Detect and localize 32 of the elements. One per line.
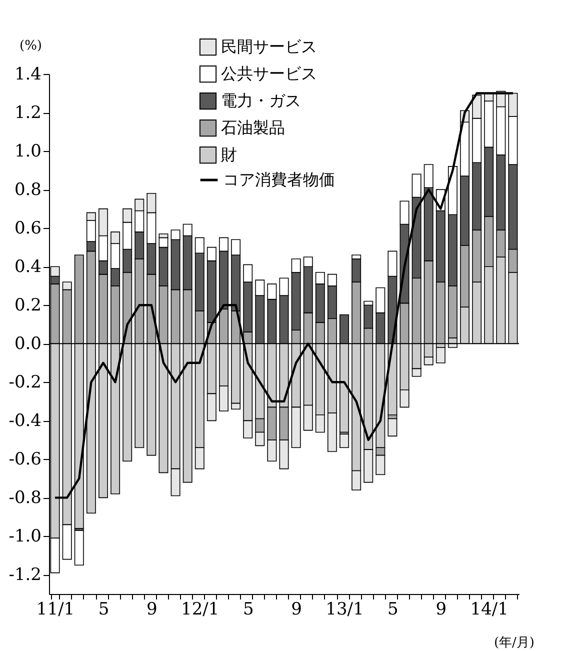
legend-label: 電力・ガス [221, 91, 301, 110]
legend-label: 石油製品 [221, 118, 285, 137]
x-axis-title: (年/月) [494, 636, 534, 650]
x-tick-label: 9 [436, 600, 447, 620]
x-tick-label: 13/1 [326, 600, 364, 620]
x-tick-label: 5 [242, 600, 254, 620]
y-axis-title: (%) [20, 38, 42, 54]
y-tick-label: 1.4 [14, 64, 42, 84]
y-tick-label: -0.2 [8, 372, 42, 393]
y-tick-label: -0.4 [8, 411, 42, 432]
y-tick-label: 0.0 [14, 334, 42, 354]
x-tick-label: 5 [98, 600, 110, 620]
x-tick-label: 14/1 [470, 600, 508, 620]
y-tick-label: 1.0 [14, 142, 42, 162]
x-tick-label: 11/1 [36, 600, 75, 620]
x-tick-label: 12/1 [181, 600, 220, 620]
x-tick-label: 9 [291, 600, 302, 620]
legend-label: 財 [221, 145, 237, 164]
y-tick-label: 1.2 [14, 103, 42, 124]
y-tick-label: -0.8 [8, 488, 42, 508]
y-tick-label: -1.0 [8, 526, 42, 547]
legend-label: 民間サービス [221, 37, 317, 56]
y-tick-label: 0.8 [14, 180, 42, 200]
legend-label: 公共サービス [221, 64, 317, 83]
y-tick-label: -1.2 [8, 565, 42, 586]
x-tick-label: 5 [388, 600, 398, 620]
y-tick-label: 0.6 [14, 218, 42, 239]
x-tick-label: 9 [146, 600, 158, 620]
y-tick-label: -0.6 [8, 450, 42, 470]
legend-label: コア消費者物価 [223, 170, 335, 189]
y-tick-label: 0.2 [14, 296, 42, 316]
y-tick-label: 0.4 [14, 257, 42, 278]
